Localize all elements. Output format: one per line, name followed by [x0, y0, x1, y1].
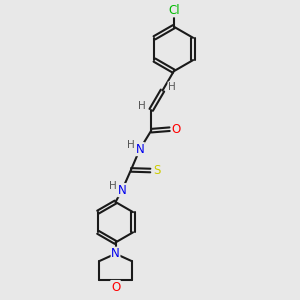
Text: H: H — [109, 181, 117, 191]
Text: H: H — [138, 101, 146, 111]
Text: N: N — [118, 184, 126, 196]
Text: H: H — [127, 140, 134, 150]
Text: N: N — [136, 142, 144, 156]
Text: Cl: Cl — [168, 4, 180, 17]
Text: N: N — [111, 247, 120, 260]
Text: S: S — [153, 164, 160, 177]
Text: H: H — [168, 82, 176, 92]
Text: O: O — [172, 123, 181, 136]
Text: O: O — [111, 280, 120, 293]
